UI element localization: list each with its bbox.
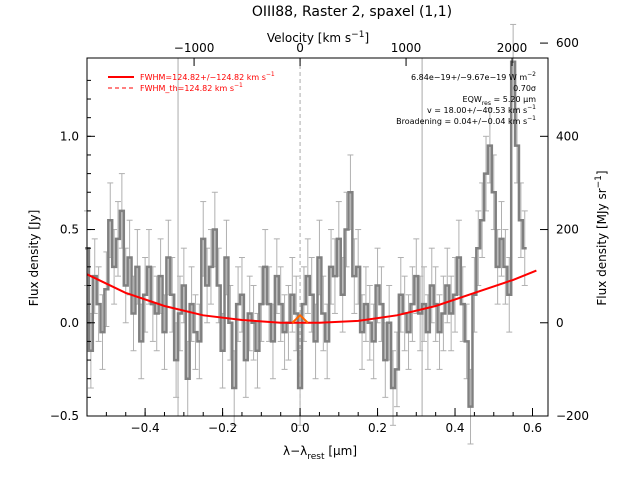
x-tick-label: −0.2 [208,421,237,435]
right-tick-label: 0 [556,316,564,330]
fit-continuum-line [86,269,537,324]
y-axis-label: Flux density [Jy] [27,210,41,307]
annotation-sigma: 0.70σ [513,84,536,93]
y-tick-label: 0.0 [60,316,79,330]
plot-frame [86,57,549,417]
right-tick-label: 200 [556,223,579,237]
annotation-velocity: v = 18.00+/−40.53 km s−1 [427,104,536,115]
x-tick-label: 0.6 [523,421,542,435]
legend-label-1: FWHM=124.82+/−124.82 km s−1 [140,71,275,82]
legend-label-2: FWHM_th=124.82 km s−1 [140,82,243,93]
x-tick-label: 0.2 [368,421,387,435]
fit-annotations: 6.84e−19+/−9.67e−19 W m−2 0.70σ EQWres =… [396,71,536,126]
data-step-series [85,60,527,408]
right-tick-label: −200 [556,409,589,423]
right-axis-label: Flux density [MJy sr−1] [594,170,609,305]
x-axis-label: λ−λrest [μm] [283,444,357,462]
legend: FWHM=124.82+/−124.82 km s−1 FWHM_th=124.… [108,71,275,93]
y-tick-label: 1.0 [60,129,79,143]
top-axis-label: Velocity [km s−1] [267,30,369,45]
x-tick-label: 0.0 [291,421,310,435]
x-tick-label: 0.4 [445,421,464,435]
y-tick-label: 0.5 [60,223,79,237]
top-tick-label: 0 [296,41,304,55]
y-tick-label: −0.5 [50,409,79,423]
fit-line-component [291,313,309,324]
right-tick-label: 400 [556,129,579,143]
annotation-flux: 6.84e−19+/−9.67e−19 W m−2 [411,71,536,82]
annotation-broadening: Broadening = 0.04+/−0.04 km s−1 [396,115,536,126]
top-tick-label: 2000 [497,41,528,55]
top-tick-label: −1000 [174,41,215,55]
right-tick-label: 600 [556,36,579,50]
top-tick-label: 1000 [391,41,422,55]
chart-title: OIII88, Raster 2, spaxel (1,1) [252,4,452,20]
x-tick-label: −0.4 [131,421,160,435]
plot-area: −0.4 −0.2 0.0 0.2 0.4 0.6 −0.5 0.0 0.5 1.0 −200 0 20… [50,23,589,445]
